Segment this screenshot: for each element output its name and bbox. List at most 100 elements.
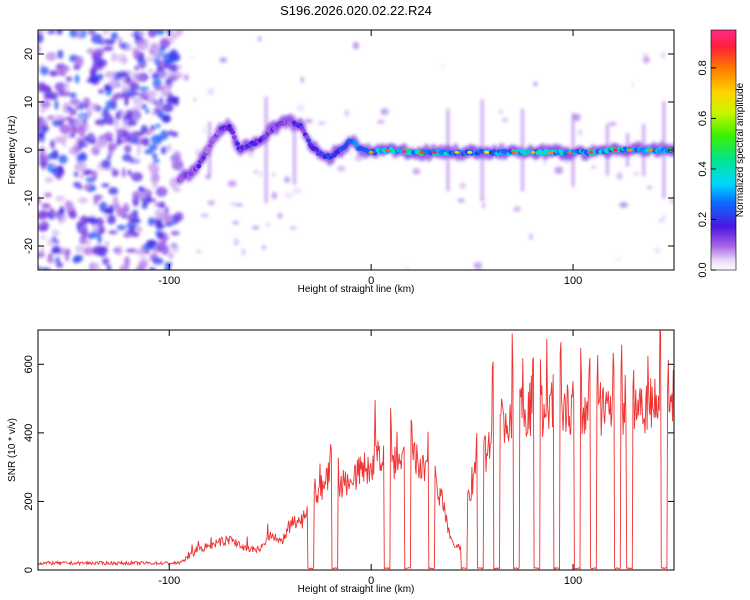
noise-blob bbox=[164, 235, 170, 241]
noise-blob bbox=[54, 114, 64, 120]
ridge-hotspot bbox=[567, 150, 573, 154]
ridge-hotspot bbox=[401, 149, 407, 154]
noise-blob bbox=[271, 191, 278, 200]
noise-blob bbox=[87, 216, 94, 222]
noise-blob bbox=[71, 109, 77, 116]
ridge-hotspot bbox=[484, 150, 490, 154]
noise-blob bbox=[50, 210, 58, 219]
noise-blob bbox=[151, 110, 157, 116]
noise-blob bbox=[59, 124, 72, 134]
noise-blob bbox=[133, 156, 138, 164]
snr-ytick-label: 400 bbox=[23, 424, 35, 442]
noise-blob bbox=[99, 40, 104, 46]
ridge-core bbox=[201, 155, 206, 160]
chart-title: S196.2026.020.02.22.R24 bbox=[280, 3, 432, 18]
colorbar-tick-label: 0.2 bbox=[697, 212, 709, 227]
noise-blob bbox=[74, 120, 85, 127]
noise-blob bbox=[110, 31, 119, 41]
spectral-streak bbox=[446, 108, 450, 192]
noise-blob bbox=[153, 218, 163, 225]
noise-blob bbox=[591, 165, 597, 169]
noise-blob bbox=[171, 71, 183, 79]
noise-blob bbox=[165, 143, 172, 153]
noise-blob bbox=[161, 103, 174, 113]
noise-blob bbox=[258, 170, 263, 178]
noise-blob bbox=[148, 144, 158, 151]
noise-blob bbox=[227, 180, 237, 188]
noise-blob bbox=[380, 108, 389, 116]
noise-blob bbox=[219, 57, 228, 63]
noise-blob bbox=[78, 102, 84, 111]
noise-blob bbox=[78, 115, 86, 122]
noise-blob bbox=[129, 223, 135, 232]
noise-blob bbox=[70, 126, 81, 134]
noise-blob bbox=[57, 49, 64, 59]
noise-blob bbox=[38, 32, 44, 44]
noise-blob bbox=[157, 201, 166, 209]
noise-blob bbox=[140, 124, 148, 134]
noise-blob bbox=[145, 57, 156, 62]
noise-blob bbox=[642, 56, 650, 64]
noise-blob bbox=[38, 223, 44, 229]
colorbar: 0.0 0.2 0.4 0.6 0.8 Normalized spectral ampl… bbox=[697, 29, 746, 278]
noise-blob bbox=[619, 201, 628, 209]
noise-blob bbox=[112, 195, 119, 206]
noise-blob bbox=[149, 49, 155, 55]
noise-blob bbox=[615, 257, 621, 261]
noise-blob bbox=[154, 51, 161, 60]
noise-blob bbox=[69, 30, 78, 38]
ridge-hotspot bbox=[384, 148, 390, 153]
noise-blob bbox=[152, 158, 160, 164]
noise-blob bbox=[106, 264, 112, 270]
spectrogram-xtick-label: -100 bbox=[158, 275, 180, 287]
noise-blob bbox=[90, 149, 95, 154]
noise-blob bbox=[132, 72, 139, 81]
snr-ytick-label: 600 bbox=[23, 355, 35, 373]
spectral-streak bbox=[292, 115, 296, 185]
noise-blob bbox=[160, 245, 170, 255]
noise-blob bbox=[102, 46, 114, 52]
noise-blob bbox=[533, 81, 538, 87]
spectrogram-ytick-label: 10 bbox=[23, 96, 35, 108]
ridge-core bbox=[188, 171, 194, 177]
noise-blob bbox=[661, 214, 667, 220]
noise-blob bbox=[155, 222, 165, 230]
noise-blob bbox=[126, 109, 133, 119]
noise-blob bbox=[137, 30, 145, 37]
noise-blob bbox=[90, 186, 97, 191]
noise-blob bbox=[138, 186, 143, 191]
noise-blob bbox=[108, 230, 118, 235]
noise-blob bbox=[117, 71, 130, 78]
noise-blob bbox=[113, 92, 124, 100]
noise-blob bbox=[193, 97, 197, 102]
noise-blob bbox=[132, 190, 142, 201]
noise-blob bbox=[607, 121, 617, 127]
noise-blob bbox=[93, 195, 99, 206]
snr-axes: -100 0 100 0 200 400 600 bbox=[23, 330, 674, 587]
noise-blob bbox=[87, 30, 96, 35]
noise-blob bbox=[207, 200, 215, 206]
noise-blob bbox=[150, 134, 163, 145]
noise-blob bbox=[103, 132, 114, 140]
spectrogram-ytick-label: -10 bbox=[23, 190, 35, 206]
noise-blob bbox=[111, 169, 119, 177]
noise-blob bbox=[121, 167, 126, 178]
snr-xlabel: Height of straight line (km) bbox=[298, 584, 415, 595]
snr-ytick-label: 200 bbox=[23, 492, 35, 510]
noise-blob bbox=[127, 169, 132, 176]
noise-blob bbox=[92, 223, 99, 233]
noise-blob bbox=[130, 218, 142, 224]
noise-blob bbox=[152, 152, 158, 160]
spectrogram-ytick-label: 0 bbox=[23, 147, 35, 153]
noise-blob bbox=[54, 82, 67, 92]
spectrogram-marks bbox=[38, 30, 674, 270]
ridge-hotspot bbox=[648, 148, 654, 152]
noise-blob bbox=[130, 106, 142, 111]
noise-blob bbox=[134, 91, 140, 97]
noise-blob bbox=[83, 184, 93, 190]
colorbar-gradient bbox=[710, 29, 737, 271]
noise-blob bbox=[154, 208, 166, 215]
ridge-core bbox=[235, 141, 240, 146]
noise-blob bbox=[661, 51, 666, 59]
